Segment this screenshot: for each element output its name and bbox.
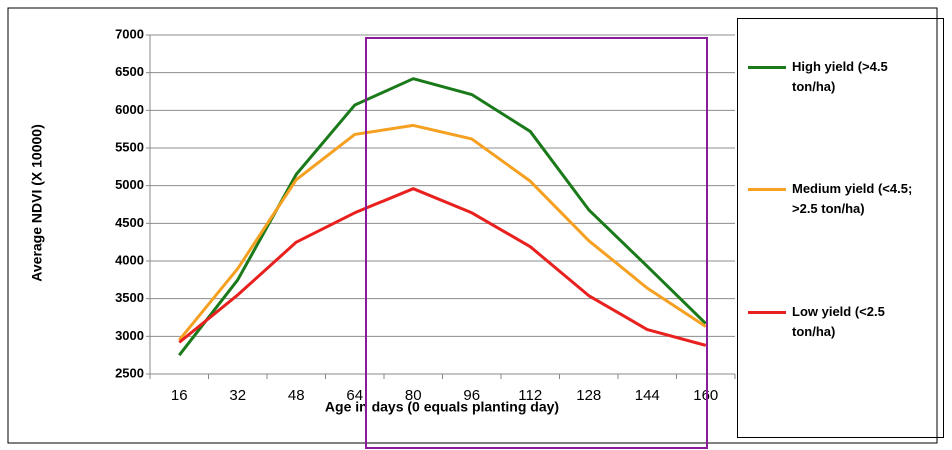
y-tick-label: 5000 [115, 177, 144, 192]
y-tick-label: 7000 [115, 26, 144, 41]
legend-swatch [748, 311, 786, 314]
legend-item: Low yield (<2.5 ton/ha) [748, 302, 927, 342]
series-line [178, 187, 707, 347]
y-tick-label: 6500 [115, 64, 144, 79]
legend-label: High yield (>4.5 ton/ha) [792, 59, 888, 94]
legend: High yield (>4.5 ton/ha) Medium yield (<4… [737, 18, 944, 438]
y-tick-label: 6000 [115, 102, 144, 117]
legend-swatch [748, 188, 786, 191]
x-tick-label: 16 [171, 387, 188, 404]
outer-border [7, 7, 938, 444]
x-axis-title: Age in days (0 equals planting day) [325, 399, 559, 415]
x-tick-label: 144 [635, 387, 660, 404]
x-tick-label: 96 [463, 387, 480, 404]
legend-swatch [748, 66, 786, 69]
series-line [178, 123, 707, 342]
y-tick-label: 3500 [115, 290, 144, 305]
legend-label: Low yield (<2.5 ton/ha) [792, 304, 885, 339]
legend-label: Medium yield (<4.5; >2.5 ton/ha) [792, 181, 913, 216]
x-tick-label: 80 [405, 387, 422, 404]
y-tick-label: 4000 [115, 252, 144, 267]
x-tick-label: 64 [346, 387, 363, 404]
series-line [178, 77, 707, 357]
y-tick-label: 4500 [115, 215, 144, 230]
x-tick-label: 112 [518, 387, 542, 404]
legend-item: Medium yield (<4.5; >2.5 ton/ha) [748, 179, 927, 219]
legend-item: High yield (>4.5 ton/ha) [748, 57, 927, 97]
y-axis-title: Average NDVI (X 10000) [29, 124, 45, 281]
x-tick-label: 32 [229, 387, 246, 404]
y-tick-label: 2500 [115, 365, 144, 380]
x-tick-label: 128 [576, 387, 601, 404]
y-tick-label: 5500 [115, 139, 144, 154]
x-tick-label: 48 [288, 387, 305, 404]
y-tick-label: 3000 [115, 328, 144, 343]
x-tick-label: 160 [693, 387, 718, 404]
highlight-box [365, 37, 708, 449]
